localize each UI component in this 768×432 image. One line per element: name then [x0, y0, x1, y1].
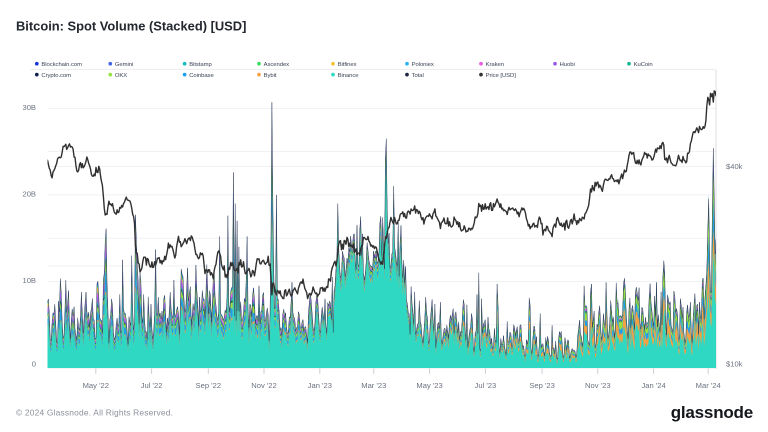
svg-text:Kraken: Kraken	[486, 62, 504, 68]
svg-text:10B: 10B	[22, 276, 36, 285]
svg-text:Jul '22: Jul '22	[141, 381, 163, 390]
svg-text:Mar '24: Mar '24	[696, 381, 721, 390]
svg-text:Blockchain.com: Blockchain.com	[41, 62, 82, 68]
svg-text:Sep '22: Sep '22	[196, 381, 222, 390]
svg-text:Jan '24: Jan '24	[641, 381, 665, 390]
svg-text:$10k: $10k	[726, 360, 743, 369]
svg-text:30B: 30B	[22, 103, 36, 112]
svg-text:Nov '22: Nov '22	[251, 381, 277, 390]
svg-text:Mar '23: Mar '23	[361, 381, 386, 390]
svg-text:$40k: $40k	[726, 162, 743, 171]
svg-text:Coinbase: Coinbase	[189, 73, 214, 79]
svg-text:© 2024 Glassnode. All Rights R: © 2024 Glassnode. All Rights Reserved.	[16, 408, 173, 418]
svg-text:0: 0	[32, 360, 36, 369]
svg-text:Ascendex: Ascendex	[264, 62, 290, 68]
svg-text:Bitcoin: Spot Volume (Stacked): Bitcoin: Spot Volume (Stacked) [USD]	[16, 19, 246, 34]
svg-text:glassnode: glassnode	[671, 403, 753, 422]
svg-text:20B: 20B	[22, 189, 36, 198]
svg-text:Sep '23: Sep '23	[529, 381, 555, 390]
svg-text:Total: Total	[412, 73, 424, 79]
svg-text:Jul '23: Jul '23	[475, 381, 497, 390]
svg-text:Nov '23: Nov '23	[585, 381, 611, 390]
svg-text:Bybit: Bybit	[264, 73, 277, 79]
svg-text:Bitfinex: Bitfinex	[338, 62, 357, 68]
svg-text:Binance: Binance	[338, 73, 360, 79]
svg-text:OKX: OKX	[115, 73, 127, 79]
svg-text:Crypto.com: Crypto.com	[41, 73, 71, 79]
svg-text:Gemini: Gemini	[115, 62, 133, 68]
svg-text:Price [USD]: Price [USD]	[486, 73, 517, 79]
svg-text:Bitstamp: Bitstamp	[189, 62, 212, 68]
svg-text:May '22: May '22	[83, 381, 109, 390]
svg-text:Jan '23: Jan '23	[308, 381, 332, 390]
svg-text:Poloniex: Poloniex	[412, 62, 434, 68]
svg-text:May '23: May '23	[416, 381, 442, 390]
svg-text:KuCoin: KuCoin	[634, 62, 653, 68]
svg-text:Huobi: Huobi	[560, 62, 575, 68]
